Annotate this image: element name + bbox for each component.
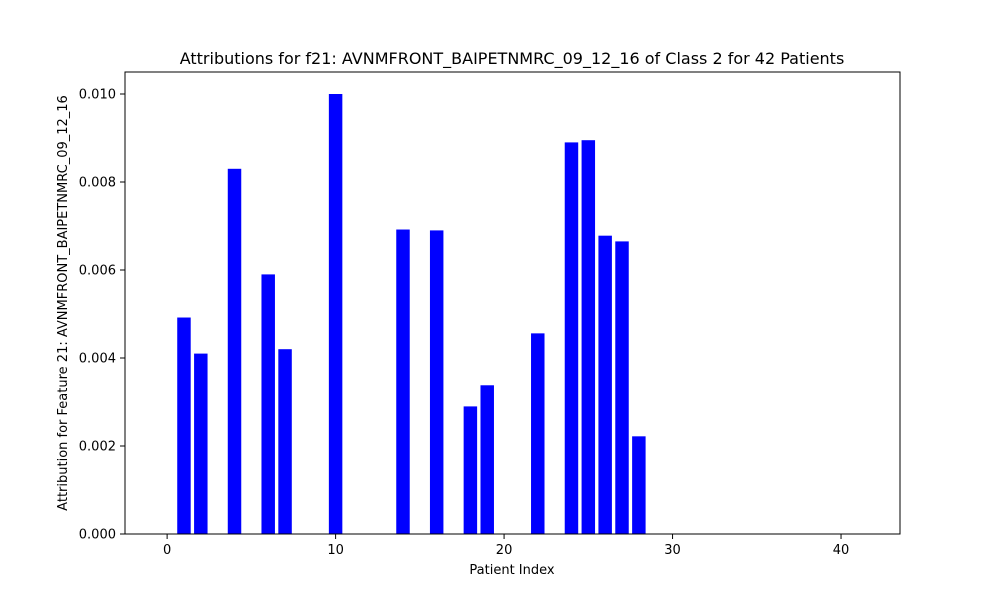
x-tick-label: 30	[664, 543, 681, 558]
bar-patient-10	[328, 94, 343, 534]
x-tick-label: 10	[327, 543, 344, 558]
bar-patient-28	[632, 436, 646, 534]
bar-patient-1	[177, 317, 191, 534]
bar-patient-16	[429, 230, 444, 534]
x-tick-label: 20	[496, 543, 513, 558]
chart-title: Attributions for f21: AVNMFRONT_BAIPETNM…	[180, 49, 845, 69]
bar-patient-19	[480, 385, 494, 534]
bar-patient-25	[581, 140, 596, 534]
bar-patient-27	[615, 241, 629, 534]
y-axis-label: Attribution for Feature 21: AVNMFRONT_BA…	[56, 95, 71, 511]
bar-patient-24	[564, 142, 579, 534]
x-tick-label: 0	[163, 543, 171, 558]
x-axis: 0 10 20 30 40	[163, 534, 849, 558]
bar-patient-7	[278, 349, 292, 534]
bar-patient-22	[531, 333, 545, 534]
y-tick-label: 0.008	[79, 176, 116, 191]
bar-patient-26	[598, 235, 612, 534]
y-tick-label: 0.000	[79, 528, 116, 543]
plot-frame	[124, 71, 901, 535]
y-tick-label: 0.002	[79, 440, 116, 455]
bar-patient-18	[463, 406, 478, 534]
y-tick-label: 0.006	[79, 264, 116, 279]
plot-area	[177, 94, 646, 535]
x-axis-label: Patient Index	[469, 563, 554, 578]
y-tick-label: 0.004	[79, 352, 116, 367]
bar-patient-14	[396, 229, 410, 534]
bar-patient-6	[261, 274, 275, 534]
y-axis: 0.000 0.002 0.004 0.006 0.008 0.010	[79, 88, 125, 543]
bar-patient-2	[194, 353, 208, 534]
x-tick-label: 40	[833, 543, 850, 558]
y-tick-label: 0.010	[79, 88, 116, 103]
bar-patient-4	[227, 168, 242, 535]
